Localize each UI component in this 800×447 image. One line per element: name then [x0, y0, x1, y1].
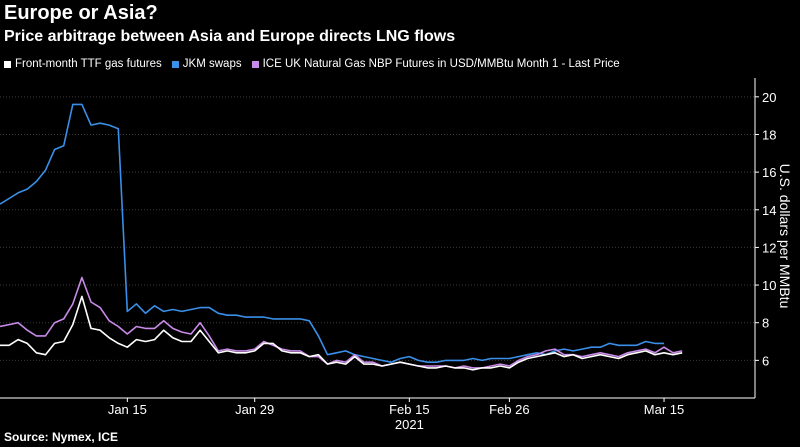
y-tick-label: 16	[762, 165, 776, 180]
y-tick-label: 12	[762, 240, 776, 255]
series-line-nbp	[0, 276, 683, 369]
legend-label-ttf: Front-month TTF gas futures	[15, 58, 162, 70]
legend-label-jkm: JKM swaps	[182, 58, 242, 70]
legend-swatch-nbp	[251, 60, 259, 68]
chart-title: Europe or Asia?	[4, 2, 158, 24]
legend-item-ttf: Front-month TTF gas futures	[4, 58, 162, 70]
legend-item-jkm: JKM swaps	[171, 58, 242, 70]
x-tick-label: Jan 15	[108, 402, 147, 417]
chart-subtitle: Price arbitrage between Asia and Europe …	[4, 28, 456, 45]
y-axis-label: U.S. dollars per MMBtu	[777, 163, 793, 309]
x-year-label: 2021	[395, 417, 424, 432]
y-tick-label: 18	[762, 127, 776, 142]
series-line-ttf	[0, 295, 683, 371]
y-tick-label: 8	[762, 316, 769, 331]
legend-item-nbp: ICE UK Natural Gas NBP Futures in USD/MM…	[251, 58, 620, 70]
legend-swatch-jkm	[171, 60, 179, 68]
y-tick-label: 6	[762, 353, 769, 368]
legend-label-nbp: ICE UK Natural Gas NBP Futures in USD/MM…	[262, 58, 620, 70]
y-tick-label: 10	[762, 278, 776, 293]
series-line-jkm	[0, 103, 664, 364]
source-note: Source: Nymex, ICE	[4, 430, 119, 444]
legend-swatch-ttf	[4, 60, 11, 68]
x-tick-label: Mar 15	[644, 402, 684, 417]
y-tick-label: 20	[762, 90, 776, 105]
x-tick-label: Feb 15	[389, 402, 429, 417]
x-tick-label: Feb 26	[489, 402, 529, 417]
x-tick-label: Jan 29	[235, 402, 274, 417]
legend: Front-month TTF gas futures JKM swaps IC…	[4, 58, 620, 70]
y-tick-label: 14	[762, 203, 776, 218]
